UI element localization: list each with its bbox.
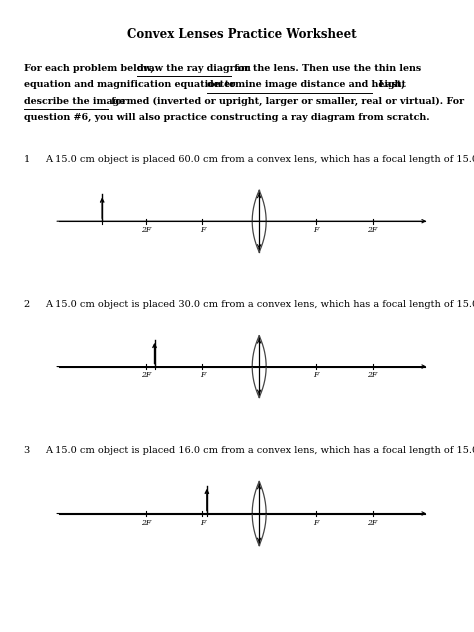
Text: 1: 1 bbox=[24, 155, 30, 164]
Text: F: F bbox=[200, 372, 205, 379]
Text: A 15.0 cm object is placed 60.0 cm from a convex lens, which has a focal length : A 15.0 cm object is placed 60.0 cm from … bbox=[46, 155, 474, 164]
Text: 2F: 2F bbox=[141, 519, 151, 526]
Text: F: F bbox=[200, 519, 205, 526]
Text: Convex Lenses Practice Worksheet: Convex Lenses Practice Worksheet bbox=[127, 28, 356, 40]
Text: determine image distance and height: determine image distance and height bbox=[208, 80, 406, 89]
Text: . Last,: . Last, bbox=[372, 80, 405, 89]
Text: F: F bbox=[313, 519, 319, 526]
Text: A 15.0 cm object is placed 16.0 cm from a convex lens, which has a focal length : A 15.0 cm object is placed 16.0 cm from … bbox=[46, 446, 474, 455]
Text: 3: 3 bbox=[24, 446, 30, 455]
Text: F: F bbox=[200, 226, 205, 234]
Text: A 15.0 cm object is placed 30.0 cm from a convex lens, which has a focal length : A 15.0 cm object is placed 30.0 cm from … bbox=[46, 300, 474, 310]
Text: F: F bbox=[313, 226, 319, 234]
Text: draw the ray diagram: draw the ray diagram bbox=[137, 64, 250, 73]
Text: question #6, you will also practice constructing a ray diagram from scratch.: question #6, you will also practice cons… bbox=[24, 113, 429, 122]
Text: describe the image: describe the image bbox=[24, 97, 125, 106]
Text: equation and magnification equation to: equation and magnification equation to bbox=[24, 80, 238, 89]
Text: F: F bbox=[313, 372, 319, 379]
Text: For each problem below,: For each problem below, bbox=[24, 64, 157, 73]
Text: 2F: 2F bbox=[367, 519, 378, 526]
Text: 2F: 2F bbox=[367, 372, 378, 379]
Text: 2F: 2F bbox=[141, 372, 151, 379]
Text: 2: 2 bbox=[24, 300, 30, 310]
Text: 2F: 2F bbox=[367, 226, 378, 234]
Text: formed (inverted or upright, larger or smaller, real or virtual). For: formed (inverted or upright, larger or s… bbox=[109, 97, 465, 106]
Text: for the lens. Then use the thin lens: for the lens. Then use the thin lens bbox=[231, 64, 421, 73]
Text: 2F: 2F bbox=[141, 226, 151, 234]
